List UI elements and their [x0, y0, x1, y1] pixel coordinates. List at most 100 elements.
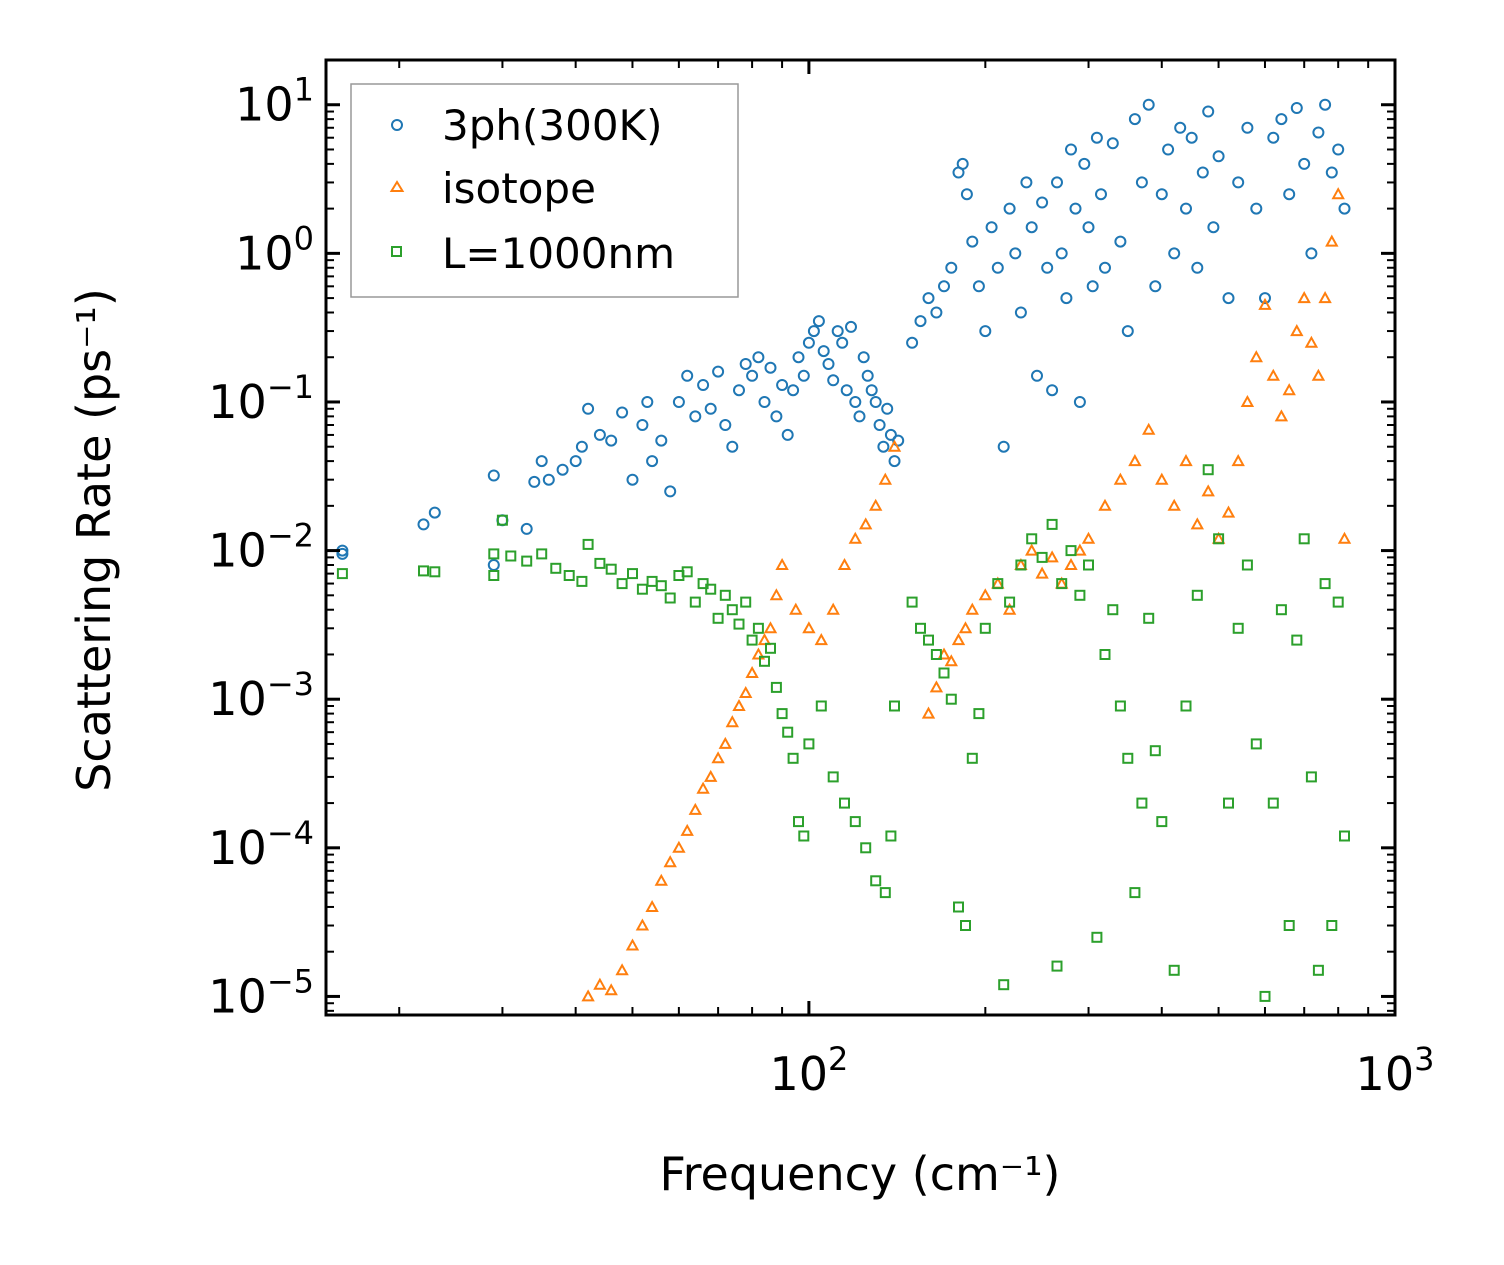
- data-point: [966, 235, 979, 248]
- data-point: [807, 325, 820, 338]
- data-point: [1128, 454, 1142, 467]
- data-point: [636, 583, 648, 595]
- data-point: [615, 963, 629, 976]
- data-point: [1149, 280, 1162, 293]
- y-tick-label: 10−4: [208, 814, 314, 875]
- data-point: [827, 771, 839, 783]
- data-point: [636, 419, 649, 431]
- data-point: [681, 369, 694, 382]
- legend-marker-square: [391, 246, 402, 257]
- x-tick-labels: 102 103: [769, 1040, 1434, 1101]
- data-point: [929, 680, 944, 693]
- data-point: [1179, 454, 1193, 467]
- data-point: [726, 440, 739, 453]
- data-point: [1046, 518, 1058, 530]
- data-point: [770, 681, 782, 693]
- data-point: [1074, 589, 1086, 601]
- data-point: [803, 738, 815, 750]
- data-point: [627, 568, 638, 580]
- data-point: [616, 406, 629, 419]
- y-tick-label: 10−2: [208, 517, 314, 578]
- data-point: [1045, 550, 1059, 563]
- data-point: [1283, 920, 1295, 931]
- data-point: [951, 633, 966, 646]
- data-point: [725, 715, 739, 728]
- data-point: [1174, 121, 1187, 134]
- data-point: [1241, 559, 1253, 571]
- data-point: [535, 455, 548, 468]
- data-point: [689, 410, 702, 423]
- data-point: [1026, 533, 1038, 545]
- data-point: [697, 379, 710, 391]
- data-point: [1326, 920, 1338, 931]
- data-point: [1086, 280, 1099, 293]
- data-point: [817, 345, 830, 358]
- data-point: [1240, 394, 1255, 407]
- data-point: [776, 708, 788, 720]
- data-point: [1002, 602, 1017, 615]
- data-point: [839, 797, 850, 809]
- data-point: [1338, 202, 1351, 215]
- data-point: [550, 562, 562, 574]
- data-point: [998, 979, 1010, 991]
- data-point: [1003, 202, 1016, 215]
- data-point: [1114, 235, 1127, 248]
- data-point: [956, 157, 969, 170]
- data-point: [1290, 102, 1303, 114]
- data-point: [688, 802, 702, 815]
- data-point: [645, 899, 659, 912]
- data-point: [733, 384, 745, 397]
- data-point: [711, 751, 725, 764]
- data-point: [732, 698, 746, 711]
- data-point: [849, 816, 861, 828]
- data-point: [979, 622, 991, 634]
- data-point: [1167, 498, 1181, 511]
- data-point: [1196, 166, 1209, 179]
- data-point: [857, 351, 870, 364]
- data-point: [428, 506, 441, 519]
- data-point: [1212, 150, 1225, 163]
- data-point: [1168, 964, 1180, 976]
- data-point: [1020, 176, 1033, 189]
- data-point: [1095, 188, 1107, 201]
- data-point: [848, 531, 862, 544]
- data-point: [681, 566, 693, 578]
- data-point: [496, 514, 508, 526]
- data-point: [712, 365, 725, 378]
- data-point: [802, 621, 816, 634]
- legend-item-isotope: isotope: [389, 164, 596, 213]
- data-point: [1099, 261, 1111, 274]
- data-point: [938, 280, 950, 293]
- data-point: [718, 736, 732, 749]
- data-point: [581, 989, 595, 1002]
- data-point: [1031, 369, 1043, 382]
- data-point: [1065, 143, 1077, 156]
- data-point: [1025, 543, 1039, 556]
- data-point: [921, 706, 936, 719]
- data-point: [1290, 324, 1304, 337]
- data-point: [836, 336, 849, 349]
- data-point: [1312, 126, 1325, 139]
- data-point: [1142, 422, 1156, 435]
- data-point: [1337, 531, 1352, 544]
- data-point: [1241, 121, 1254, 134]
- series-layer: [336, 98, 1352, 1002]
- data-point: [1046, 384, 1059, 397]
- data-point: [593, 428, 606, 441]
- data-point: [1099, 649, 1111, 660]
- data-point: [1191, 589, 1203, 601]
- data-point: [616, 578, 628, 590]
- data-point: [869, 498, 883, 511]
- data-point: [960, 920, 971, 931]
- data-point: [1312, 964, 1324, 976]
- legend-label-3ph: 3ph(300K): [442, 101, 662, 150]
- data-point: [520, 522, 533, 535]
- data-point: [576, 575, 588, 587]
- data-point: [840, 384, 853, 397]
- data-point: [635, 918, 650, 931]
- data-point: [751, 647, 766, 660]
- data-point: [604, 983, 618, 996]
- data-point: [1090, 131, 1103, 144]
- data-point: [793, 816, 804, 828]
- data-point: [992, 578, 1004, 590]
